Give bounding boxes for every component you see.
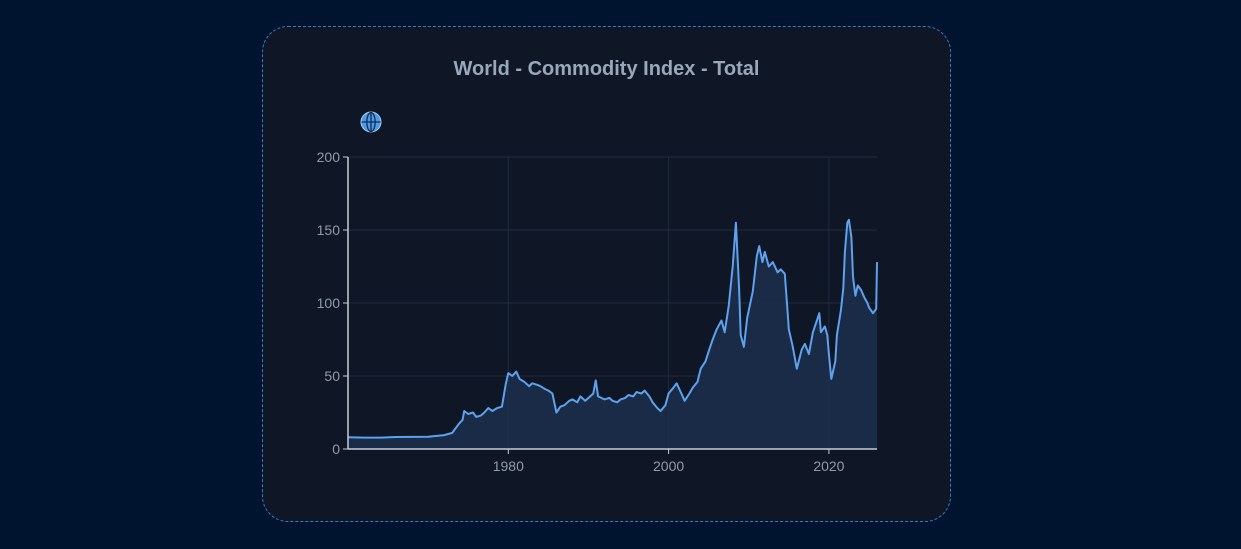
globe-icon[interactable] <box>360 111 382 133</box>
x-tick-label-2020: 2020 <box>813 458 844 474</box>
tick-labels: 0 50 100 150 200 1980 2000 2020 <box>317 149 845 474</box>
chart-title: World - Commodity Index - Total <box>453 58 760 80</box>
commodity-index-chart: 0 50 100 150 200 1980 2000 2020 <box>317 149 878 474</box>
axes <box>343 156 877 454</box>
y-tick-label-50: 50 <box>324 368 340 384</box>
y-tick-label-0: 0 <box>332 441 340 457</box>
x-tick-label-1980: 1980 <box>493 458 524 474</box>
y-tick-label-100: 100 <box>317 295 341 311</box>
y-tick-label-200: 200 <box>317 149 341 165</box>
y-tick-label-150: 150 <box>317 222 341 238</box>
series-area <box>348 219 877 449</box>
chart-card: World - Commodity Index - Total 0 50 100 15… <box>262 26 951 522</box>
series-line <box>347 218 878 439</box>
x-tick-label-2000: 2000 <box>653 458 684 474</box>
